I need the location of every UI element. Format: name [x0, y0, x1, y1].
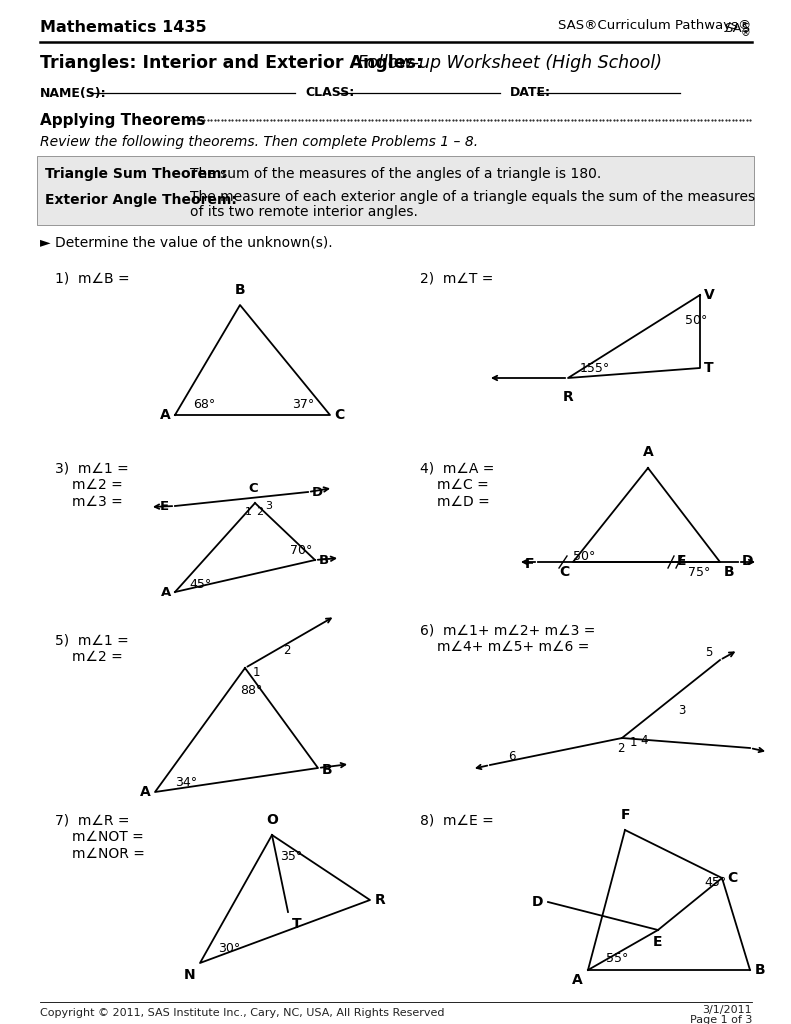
- Text: CLASS:: CLASS:: [305, 86, 354, 99]
- Text: 1: 1: [253, 667, 260, 680]
- Text: 7)  m∠R =: 7) m∠R =: [55, 813, 130, 827]
- Text: 3: 3: [678, 703, 685, 717]
- Text: C: C: [334, 408, 344, 422]
- Text: 75°: 75°: [688, 565, 710, 579]
- Text: 155°: 155°: [580, 361, 610, 375]
- Text: 3: 3: [265, 501, 272, 511]
- Text: T: T: [292, 918, 301, 931]
- Text: 30°: 30°: [218, 941, 240, 954]
- Text: O: O: [266, 813, 278, 827]
- Text: V: V: [704, 288, 715, 302]
- Text: 6: 6: [508, 751, 516, 764]
- Text: m∠C =: m∠C =: [437, 478, 489, 492]
- Text: The measure of each exterior angle of a triangle equals the sum of the measures: The measure of each exterior angle of a …: [190, 190, 755, 204]
- Text: The sum of the measures of the angles of a triangle is 180.: The sum of the measures of the angles of…: [190, 167, 601, 181]
- Text: B: B: [724, 565, 735, 579]
- Text: N: N: [184, 968, 195, 982]
- Text: m∠4+ m∠5+ m∠6 =: m∠4+ m∠5+ m∠6 =: [437, 640, 589, 654]
- FancyBboxPatch shape: [37, 156, 754, 225]
- Text: m∠NOT =: m∠NOT =: [72, 830, 144, 844]
- Text: E: E: [677, 554, 687, 568]
- Text: D: D: [532, 895, 543, 909]
- Text: 1)  m∠B =: 1) m∠B =: [55, 271, 130, 285]
- Text: 2)  m∠T =: 2) m∠T =: [420, 271, 494, 285]
- Text: Follow-up Worksheet (High School): Follow-up Worksheet (High School): [352, 54, 662, 72]
- Text: m∠2 =: m∠2 =: [72, 478, 123, 492]
- Text: m∠NOR =: m∠NOR =: [72, 847, 145, 861]
- Text: A: A: [642, 445, 653, 459]
- Text: 4)  m∠A =: 4) m∠A =: [420, 461, 494, 475]
- Text: F: F: [620, 808, 630, 822]
- Text: 2: 2: [283, 643, 290, 656]
- Text: 45°: 45°: [704, 877, 726, 890]
- Text: 88°: 88°: [240, 683, 263, 696]
- Text: ®: ®: [740, 28, 750, 38]
- Text: m∠2 =: m∠2 =: [72, 650, 123, 664]
- Text: Mathematics 1435: Mathematics 1435: [40, 20, 206, 36]
- Text: A: A: [161, 408, 171, 422]
- Text: C: C: [248, 482, 258, 495]
- Text: A: A: [572, 973, 583, 987]
- Text: 70°: 70°: [290, 544, 312, 556]
- Text: SAS®Curriculum Pathways®: SAS®Curriculum Pathways®: [558, 19, 751, 33]
- Text: C: C: [727, 871, 737, 885]
- Text: m∠D =: m∠D =: [437, 495, 490, 509]
- Text: 2: 2: [256, 507, 263, 517]
- Text: 1: 1: [245, 507, 252, 517]
- Text: ► Determine the value of the unknown(s).: ► Determine the value of the unknown(s).: [40, 234, 333, 249]
- Text: A: A: [161, 586, 171, 598]
- Text: 5: 5: [705, 645, 713, 658]
- Text: 35°: 35°: [280, 851, 302, 863]
- Text: 1: 1: [630, 736, 638, 750]
- Text: Review the following theorems. Then complete Problems 1 – 8.: Review the following theorems. Then comp…: [40, 135, 478, 150]
- Text: Exterior Angle Theorem:: Exterior Angle Theorem:: [45, 193, 237, 207]
- Text: Triangle Sum Theorem:: Triangle Sum Theorem:: [45, 167, 227, 181]
- Text: B: B: [235, 283, 245, 297]
- Text: D: D: [742, 554, 754, 568]
- Text: 37°: 37°: [292, 398, 314, 412]
- Text: B: B: [319, 554, 329, 566]
- Text: A: A: [140, 785, 151, 799]
- Text: T: T: [704, 361, 713, 375]
- Text: E: E: [160, 500, 169, 512]
- Text: 55°: 55°: [606, 951, 628, 965]
- Text: Applying Theorems: Applying Theorems: [40, 113, 206, 128]
- Text: 3)  m∠1 =: 3) m∠1 =: [55, 461, 129, 475]
- Text: 4: 4: [640, 734, 648, 748]
- Text: 34°: 34°: [175, 775, 197, 788]
- Text: B: B: [755, 963, 766, 977]
- Text: R: R: [562, 390, 573, 404]
- Text: 5)  m∠1 =: 5) m∠1 =: [55, 633, 129, 647]
- Text: R: R: [375, 893, 386, 907]
- Text: 3/1/2011: 3/1/2011: [702, 1005, 752, 1015]
- Text: 8)  m∠E =: 8) m∠E =: [420, 813, 494, 827]
- Text: NAME(S):: NAME(S):: [40, 86, 107, 99]
- Text: B: B: [322, 763, 333, 777]
- Text: Copyright © 2011, SAS Institute Inc., Cary, NC, USA, All Rights Reserved: Copyright © 2011, SAS Institute Inc., Ca…: [40, 1008, 445, 1018]
- Text: E: E: [653, 935, 663, 949]
- Text: C: C: [558, 565, 569, 579]
- Text: Page 1 of 3: Page 1 of 3: [690, 1015, 752, 1024]
- Text: of its two remote interior angles.: of its two remote interior angles.: [190, 205, 418, 219]
- Text: D: D: [312, 485, 324, 499]
- Text: 50°: 50°: [573, 551, 596, 563]
- Text: 2: 2: [617, 741, 625, 755]
- Text: Triangles: Interior and Exterior Angles:: Triangles: Interior and Exterior Angles:: [40, 54, 423, 72]
- Text: 50°: 50°: [685, 313, 707, 327]
- Text: F: F: [524, 557, 534, 571]
- Text: SAS: SAS: [724, 22, 750, 35]
- Text: 68°: 68°: [193, 398, 215, 412]
- Text: m∠3 =: m∠3 =: [72, 495, 123, 509]
- Text: DATE:: DATE:: [510, 86, 551, 99]
- Text: 6)  m∠1+ m∠2+ m∠3 =: 6) m∠1+ m∠2+ m∠3 =: [420, 623, 596, 637]
- Text: 45°: 45°: [189, 578, 211, 591]
